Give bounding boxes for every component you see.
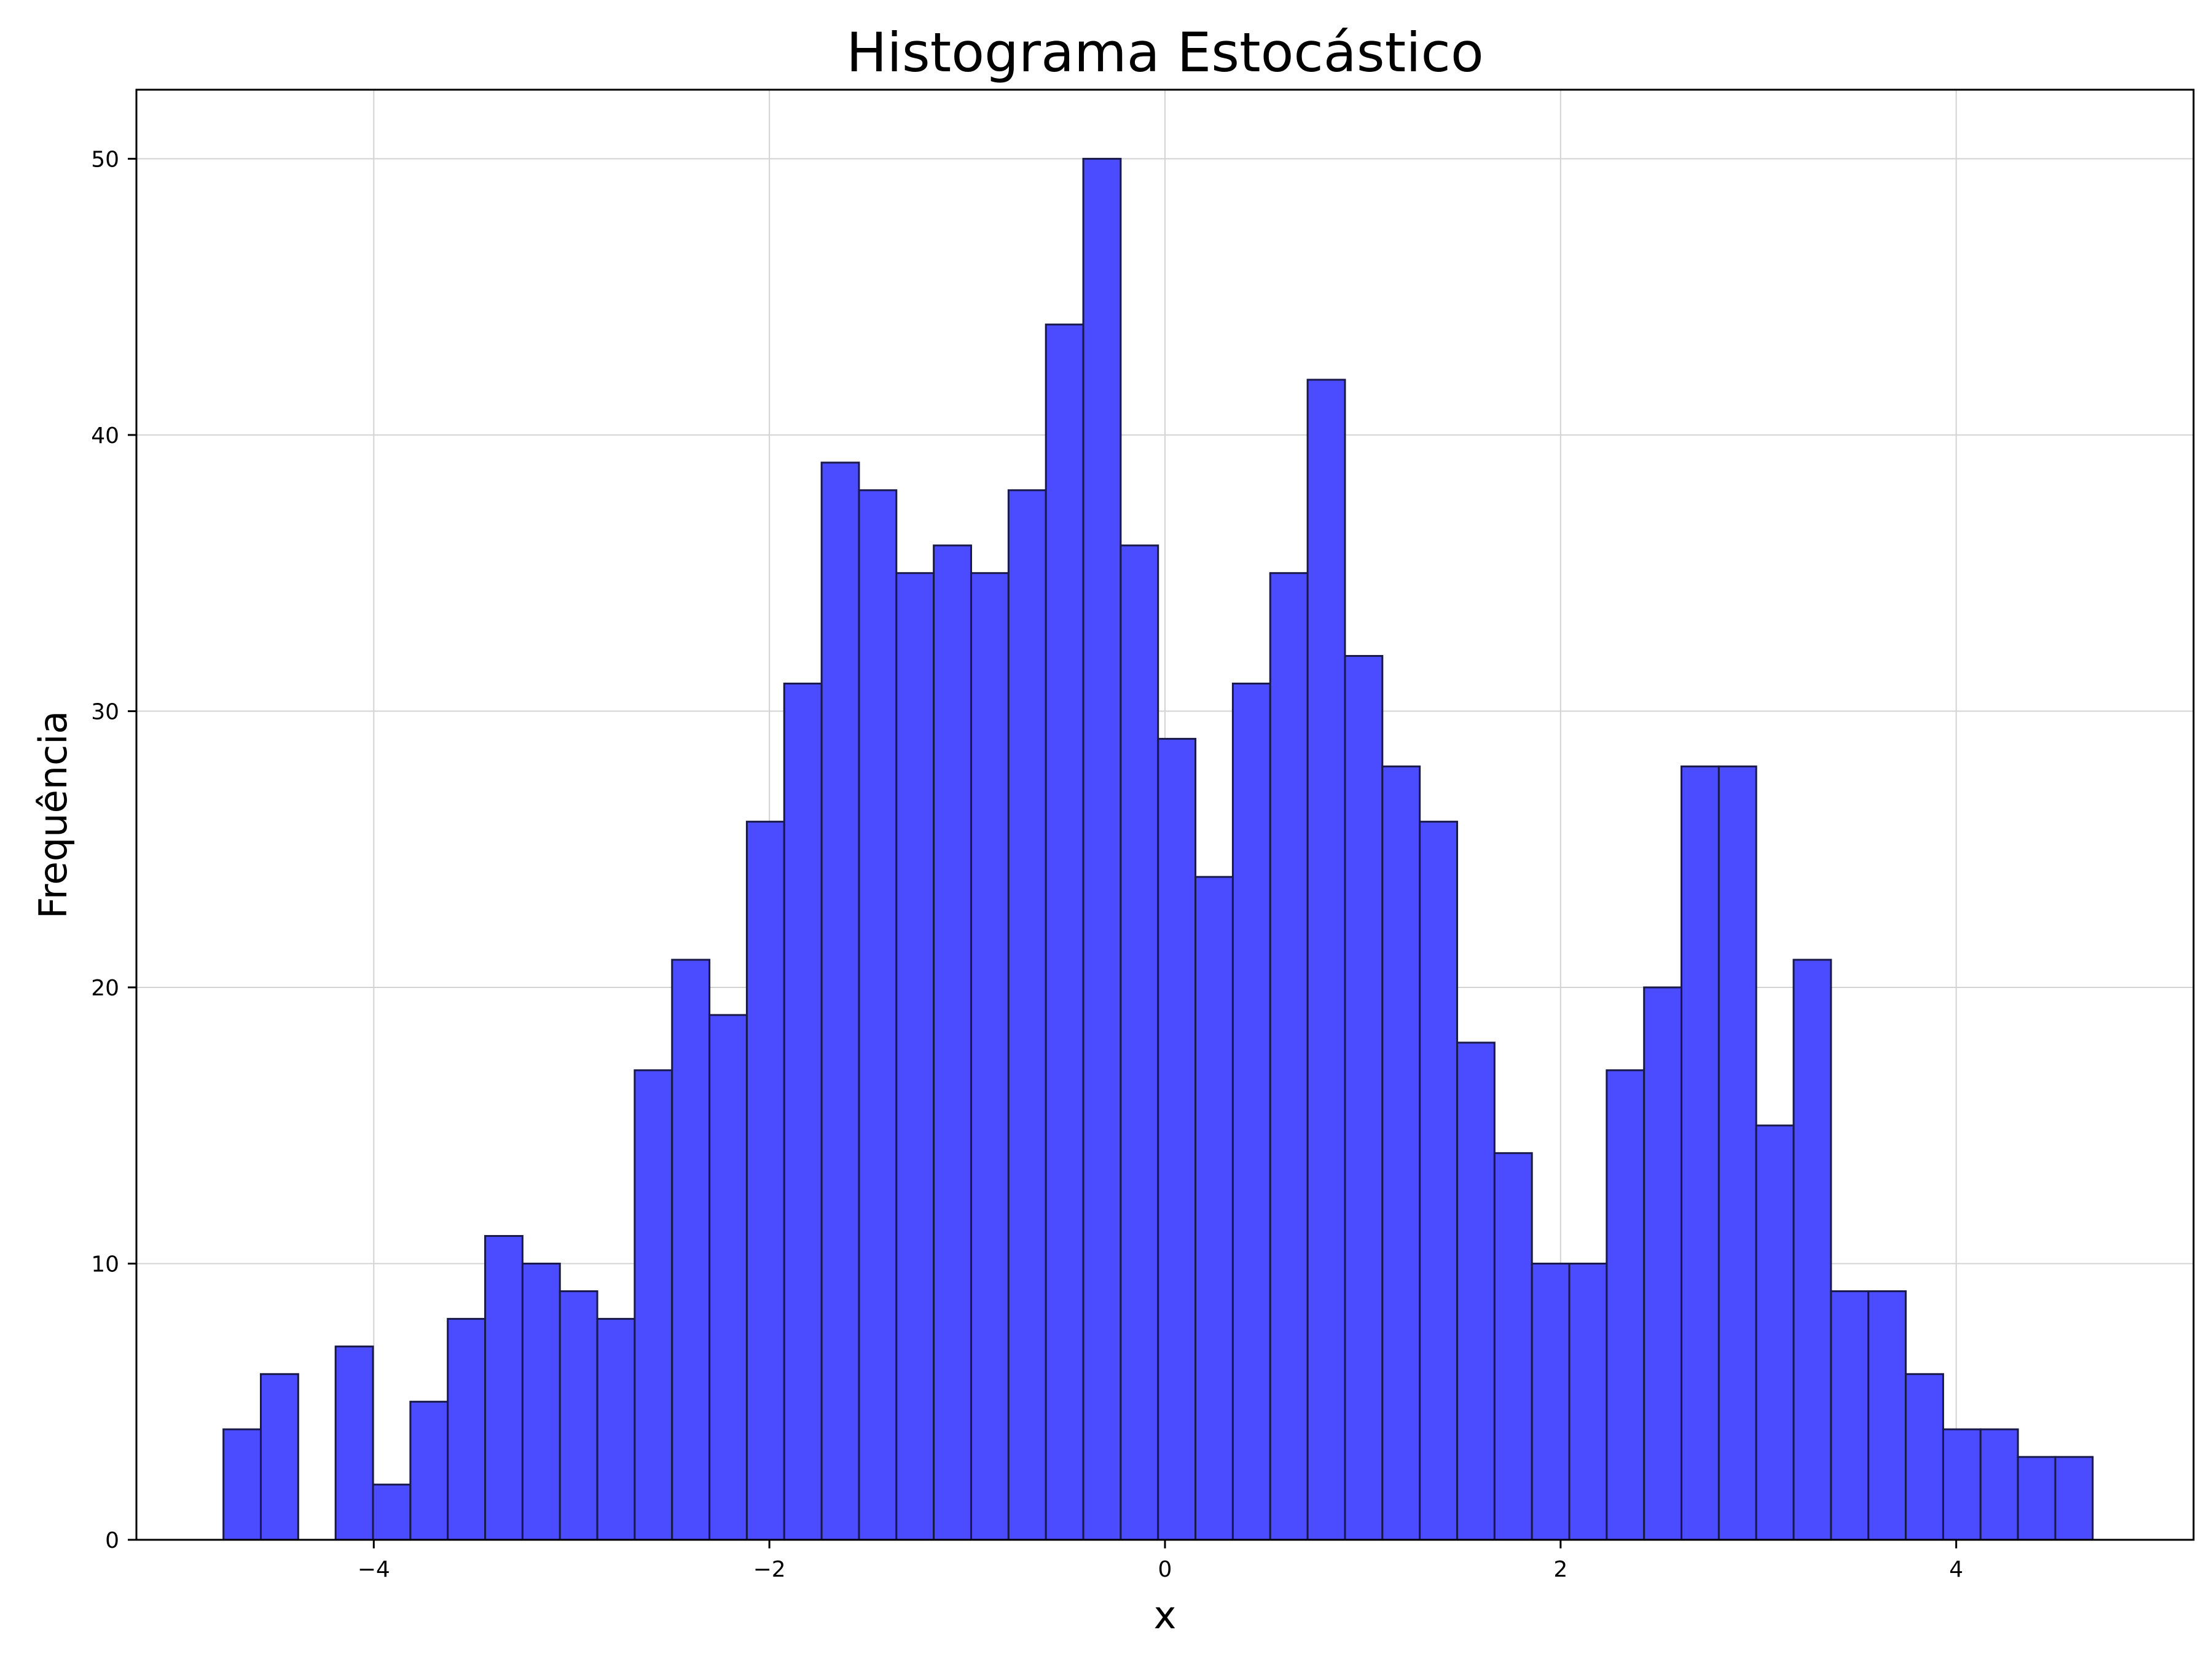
histogram-bar (1419, 820, 1458, 1541)
histogram-bar (334, 1345, 374, 1541)
histogram-bar (671, 959, 711, 1541)
histogram-bar (1045, 323, 1084, 1541)
histogram-bar (222, 1428, 262, 1541)
x-axis-label: x (1154, 1593, 1177, 1637)
y-tick-label: 50 (91, 147, 119, 172)
histogram-bar (1681, 765, 1720, 1541)
histogram-bar (1269, 572, 1309, 1541)
histogram-bar (521, 1262, 561, 1541)
histogram-bar (745, 820, 785, 1541)
histogram-bar (1979, 1428, 2019, 1541)
histogram-bar (1456, 1041, 1496, 1541)
histogram-bar (1381, 765, 1421, 1541)
y-axis-label: Frequência (31, 711, 76, 919)
histogram-bar (633, 1069, 673, 1541)
x-tick-label: 4 (1949, 1557, 1963, 1582)
histogram-bar (1344, 655, 1384, 1541)
chart-title: Histograma Estocástico (846, 21, 1484, 84)
histogram-bar (1082, 157, 1122, 1541)
histogram-bar (1905, 1373, 1944, 1541)
histogram-bar (1717, 765, 1757, 1541)
histogram-bar (1493, 1152, 1533, 1541)
x-tick-label: −2 (753, 1557, 786, 1582)
histogram-bar (858, 489, 898, 1541)
histogram-bar (1231, 682, 1271, 1541)
y-tick-label: 10 (91, 1252, 119, 1277)
histogram-bar (1007, 489, 1047, 1541)
histogram-bar (1942, 1428, 1982, 1541)
histogram-bar (259, 1373, 299, 1541)
histogram-bar (1792, 959, 1832, 1541)
histogram-bar (447, 1317, 487, 1541)
histogram-bar (783, 682, 823, 1541)
histogram-bar (1157, 737, 1197, 1541)
histogram-bar (970, 572, 1010, 1541)
bars (222, 157, 2094, 1541)
histogram-bar (708, 1014, 748, 1541)
histogram-bar (1830, 1290, 1870, 1541)
y-tick-label: 40 (91, 423, 119, 449)
histogram-bar (1306, 378, 1346, 1541)
histogram-bar (1755, 1124, 1795, 1541)
histogram-bar (1531, 1262, 1571, 1541)
histogram-bar (1120, 544, 1159, 1541)
histogram-bar (1194, 876, 1234, 1541)
histogram-bar (895, 572, 935, 1541)
histogram-bar (1867, 1290, 1907, 1541)
x-tick-label: −4 (358, 1557, 390, 1582)
histogram-bar (1568, 1262, 1608, 1541)
histogram-bar (1606, 1069, 1645, 1541)
histogram-bar (596, 1317, 636, 1541)
histogram-bar (559, 1290, 598, 1541)
y-tick-label: 0 (105, 1528, 119, 1553)
histogram-bar (933, 544, 973, 1541)
histogram-bar (484, 1235, 524, 1541)
histogram-bar (2054, 1456, 2094, 1541)
y-tick-label: 30 (91, 699, 119, 724)
x-tick-label: 2 (1553, 1557, 1567, 1582)
histogram-bar (2017, 1456, 2057, 1541)
histogram-bar (409, 1400, 449, 1541)
y-tick-label: 20 (91, 976, 119, 1001)
histogram-bar (1643, 986, 1683, 1541)
x-tick-label: 0 (1158, 1557, 1172, 1582)
histogram-bar (820, 461, 860, 1541)
histogram-bar (372, 1483, 412, 1541)
